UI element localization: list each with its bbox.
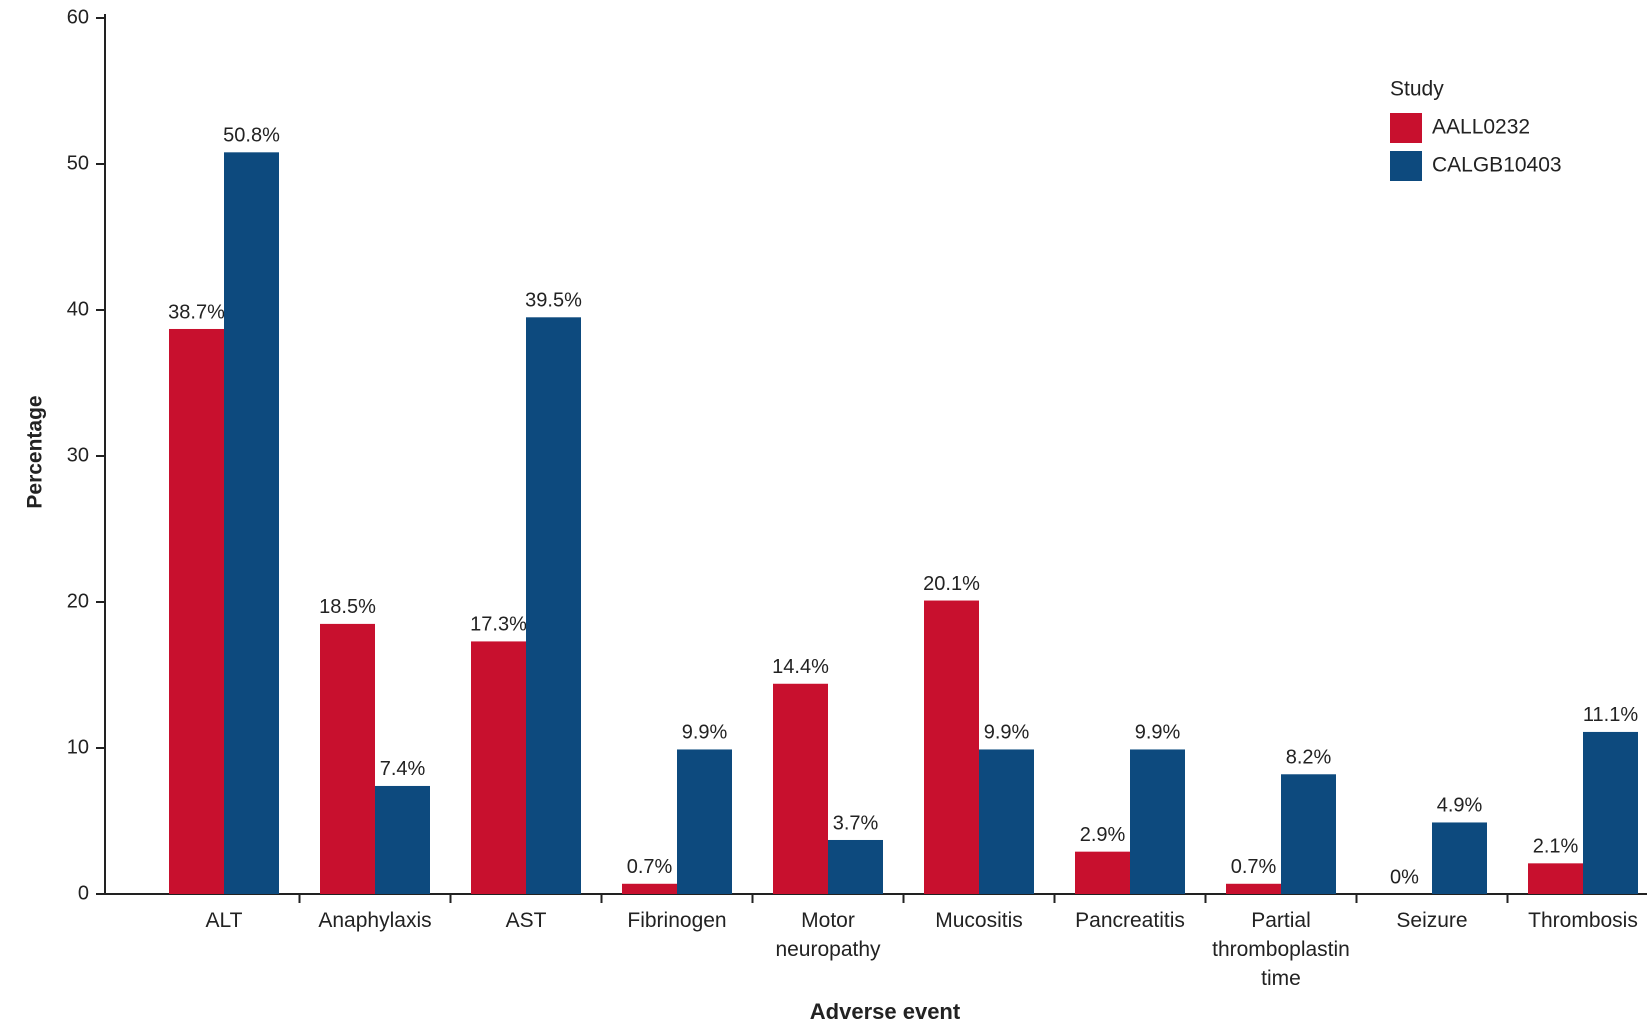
x-tick-label: Mucositis: [935, 909, 1023, 932]
bar: [169, 328, 224, 895]
legend-label: AALL0232: [1432, 116, 1530, 139]
x-axis-title: Adverse event: [810, 999, 961, 1024]
value-label: 0.7%: [1231, 856, 1277, 878]
x-tick-label: Motor neuropathy: [775, 909, 881, 961]
bar: [375, 785, 430, 894]
bar: [828, 839, 883, 894]
value-label: 9.9%: [682, 722, 728, 744]
bar: [1432, 822, 1487, 894]
legend-label: CALGB10403: [1432, 154, 1562, 177]
x-tick-label: Partial thromboplastin time: [1212, 909, 1350, 990]
value-label: 0.7%: [627, 856, 673, 878]
bar: [320, 623, 375, 894]
y-axis-title: Percentage: [24, 395, 47, 508]
bar: [1130, 749, 1185, 894]
bar: [1226, 883, 1281, 894]
bar: [526, 317, 581, 894]
value-label: 17.3%: [470, 614, 527, 636]
x-tick-label: AST: [505, 909, 547, 932]
bar: [1075, 851, 1130, 894]
value-label: 39.5%: [525, 290, 582, 312]
value-label: 20.1%: [923, 573, 980, 595]
bar: [924, 600, 979, 894]
value-label: 2.9%: [1080, 824, 1126, 846]
y-tick-label: 50: [67, 152, 89, 174]
y-tick-label: 30: [67, 444, 89, 466]
bar: [773, 683, 828, 894]
value-label: 9.9%: [984, 722, 1030, 744]
bar: [622, 883, 677, 894]
value-label: 11.1%: [1583, 704, 1638, 726]
value-label: 2.1%: [1533, 836, 1579, 858]
bar: [1583, 731, 1638, 894]
bar: [224, 152, 279, 894]
value-label: 14.4%: [772, 656, 829, 678]
x-tick-label: Anaphylaxis: [318, 909, 432, 932]
value-label: 8.2%: [1286, 747, 1332, 769]
x-tick-label: Seizure: [1396, 909, 1468, 932]
y-tick-label: 0: [78, 882, 89, 904]
value-label: 38.7%: [168, 301, 225, 323]
value-label: 0%: [1390, 866, 1419, 888]
bar: [1528, 863, 1583, 894]
legend-swatch: [1390, 151, 1422, 181]
bar: [979, 749, 1034, 894]
x-tick-label: Pancreatitis: [1075, 909, 1185, 932]
value-label: 4.9%: [1437, 795, 1483, 817]
x-tick-label: Fibrinogen: [627, 909, 727, 932]
y-tick-label: 40: [67, 298, 89, 320]
value-label: 9.9%: [1135, 722, 1181, 744]
bar: [1281, 774, 1336, 894]
y-tick-label: 10: [67, 736, 89, 758]
x-tick-label: ALT: [205, 909, 243, 932]
bar: [677, 749, 732, 894]
legend-title: Study: [1390, 78, 1444, 101]
value-label: 3.7%: [833, 812, 879, 834]
x-tick-label: Thrombosis: [1528, 909, 1638, 932]
y-tick-label: 20: [67, 590, 89, 612]
value-label: 7.4%: [380, 758, 426, 780]
bar: [471, 641, 526, 894]
y-tick-label: 60: [67, 6, 89, 28]
value-label: 18.5%: [319, 596, 376, 618]
value-label: 50.8%: [223, 125, 280, 147]
legend-swatch: [1390, 113, 1422, 143]
